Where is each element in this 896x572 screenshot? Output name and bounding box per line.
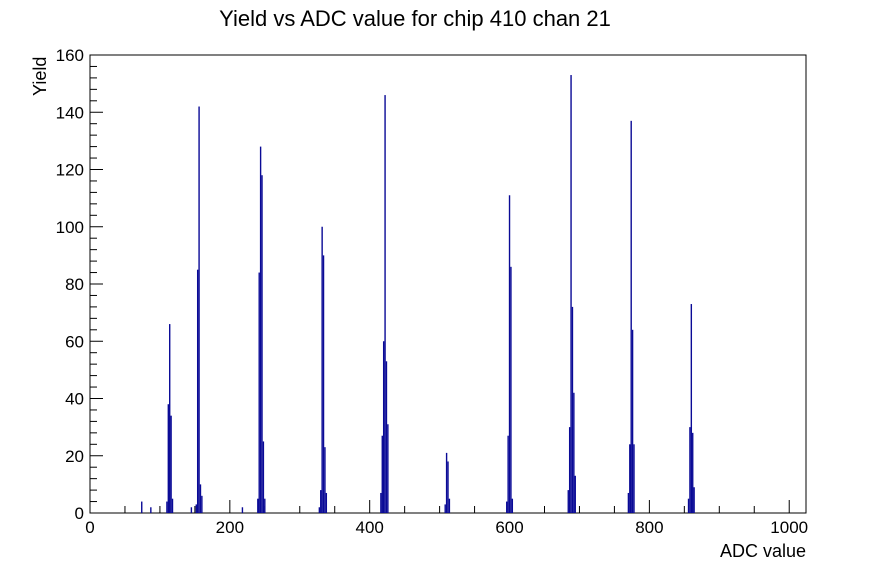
histogram-bar xyxy=(320,490,322,513)
histogram-bar xyxy=(380,492,382,513)
histogram-bar xyxy=(633,444,635,513)
histogram-bar xyxy=(444,504,446,513)
histogram-bar xyxy=(382,341,385,513)
histogram-bar xyxy=(445,452,448,513)
histogram-bar xyxy=(689,427,691,513)
y-axis-title: Yield xyxy=(30,57,50,96)
histogram-bar xyxy=(567,490,569,513)
histogram-bar xyxy=(447,461,449,513)
histogram-bar xyxy=(381,435,383,513)
x-tick-label: 400 xyxy=(356,518,384,537)
histogram-bar xyxy=(321,226,323,513)
y-tick-label: 40 xyxy=(65,390,84,409)
histogram-bar xyxy=(322,255,325,513)
y-tick-label: 80 xyxy=(65,275,84,294)
histogram-bar xyxy=(169,324,171,513)
x-tick-label: 0 xyxy=(85,518,94,537)
histogram-bar xyxy=(385,361,388,513)
y-tick-label: 120 xyxy=(56,161,84,180)
histogram-bar xyxy=(324,447,326,513)
histogram-bar xyxy=(574,475,576,513)
histogram-bar xyxy=(630,120,632,514)
histogram-bar xyxy=(692,432,694,513)
histogram-bar xyxy=(507,435,509,513)
histogram-bar xyxy=(508,195,511,513)
histogram-bar xyxy=(196,269,199,513)
histogram-bar xyxy=(325,492,328,513)
histogram-bar xyxy=(318,507,321,513)
chart-title: Yield vs ADC value for chip 410 chan 21 xyxy=(219,6,611,31)
histogram-bar xyxy=(511,498,514,513)
histogram-bar xyxy=(448,498,451,513)
histogram-bar xyxy=(241,507,244,513)
histogram-bar xyxy=(570,75,572,513)
y-tick-label: 20 xyxy=(65,447,84,466)
x-tick-label: 200 xyxy=(216,518,244,537)
histogram-bar xyxy=(170,415,172,513)
histogram-bar xyxy=(571,306,574,513)
histogram-bar xyxy=(627,492,630,513)
x-tick-label: 800 xyxy=(635,518,663,537)
histogram-bar xyxy=(690,304,693,513)
histogram-bar xyxy=(141,501,143,513)
histogram-bar xyxy=(693,487,695,513)
histogram-bar xyxy=(259,146,262,513)
x-axis-title: ADC value xyxy=(720,541,806,561)
histogram-bar xyxy=(257,498,259,513)
x-tick-label: 1000 xyxy=(770,518,808,537)
histogram-bar xyxy=(199,484,202,513)
histogram-bar xyxy=(190,507,193,513)
histogram-bar xyxy=(573,392,575,513)
y-tick-label: 100 xyxy=(56,218,84,237)
histogram-bar xyxy=(384,95,386,513)
histogram-bar xyxy=(258,272,260,513)
histogram-bar xyxy=(195,504,197,513)
histogram-bar xyxy=(687,498,690,513)
histogram-bar xyxy=(568,427,571,513)
histogram-bar xyxy=(629,444,631,513)
histogram-bar xyxy=(631,329,634,513)
histogram-bar xyxy=(506,501,508,513)
histogram-bar xyxy=(150,507,152,513)
y-tick-label: 140 xyxy=(56,103,84,122)
histogram-bar xyxy=(198,106,200,514)
histogram-bar xyxy=(510,266,512,513)
histogram-bar xyxy=(262,441,265,513)
histogram-bar xyxy=(387,424,389,513)
y-tick-label: 0 xyxy=(75,504,84,523)
histogram-bar xyxy=(261,175,263,513)
histogram-bar xyxy=(171,498,174,513)
histogram-bar xyxy=(166,501,168,513)
histogram-bar xyxy=(264,498,266,513)
histogram-bar xyxy=(167,404,170,513)
y-tick-label: 60 xyxy=(65,332,84,351)
histogram-bar xyxy=(201,495,203,513)
y-tick-label: 160 xyxy=(56,46,84,65)
x-tick-label: 600 xyxy=(495,518,523,537)
